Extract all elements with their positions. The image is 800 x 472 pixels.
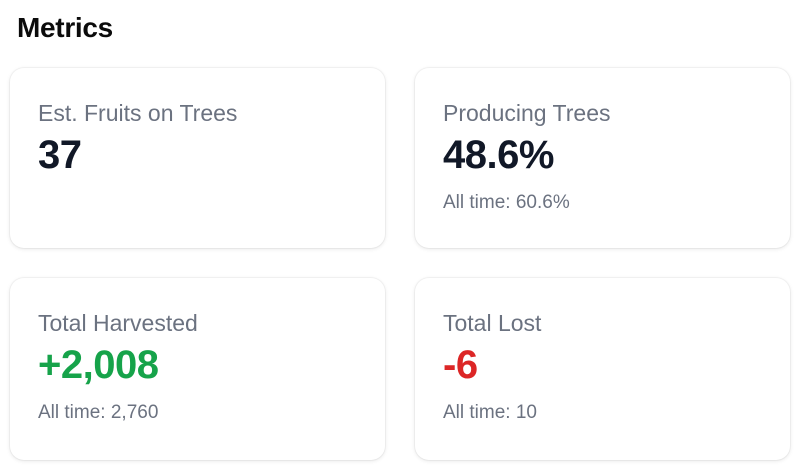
metric-value: -6 xyxy=(443,343,478,387)
metric-value: 48.6% xyxy=(443,133,554,177)
metric-all-time: All time: 10 xyxy=(443,402,537,423)
metric-card-total-lost: Total Lost -6 All time: 10 xyxy=(415,278,790,460)
metric-label: Est. Fruits on Trees xyxy=(38,100,238,126)
page-title: Metrics xyxy=(17,12,113,43)
metric-value: +2,008 xyxy=(38,343,159,387)
metric-value: 37 xyxy=(38,133,82,177)
metric-label: Total Lost xyxy=(443,310,542,336)
metric-card-est-fruits: Est. Fruits on Trees 37 xyxy=(10,68,385,248)
metric-card-total-harvested: Total Harvested +2,008 All time: 2,760 xyxy=(10,278,385,460)
metric-card-producing-trees: Producing Trees 48.6% All time: 60.6% xyxy=(415,68,790,248)
metric-all-time: All time: 2,760 xyxy=(38,402,159,423)
metric-all-time: All time: 60.6% xyxy=(443,192,570,213)
metric-label: Total Harvested xyxy=(38,310,198,336)
metric-label: Producing Trees xyxy=(443,100,611,126)
